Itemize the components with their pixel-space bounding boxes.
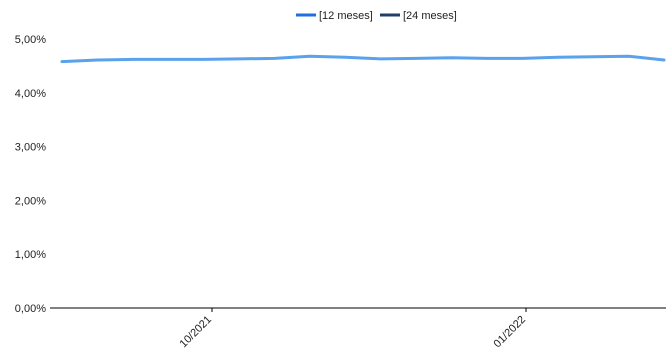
y-tick-label: 0,00% (15, 303, 46, 315)
y-tick-label: 2,00% (15, 195, 46, 207)
x-tick-label: 01/2022 (492, 314, 529, 351)
y-tick-label: 1,00% (15, 249, 46, 261)
chart-legend: [12 meses] [24 meses] (296, 10, 457, 22)
legend-label-12-meses: [12 meses] (319, 10, 373, 22)
y-tick-label: 5,00% (15, 34, 46, 46)
legend-label-24-meses: [24 meses] (403, 10, 457, 22)
y-tick-label: 3,00% (15, 142, 46, 154)
series-line-0 (60, 54, 666, 64)
series-layer (60, 54, 666, 64)
x-axis: 10/2021 01/2022 (50, 307, 666, 351)
y-axis: 0,00% 1,00% 2,00% 3,00% 4,00% 5,00% (15, 34, 46, 315)
y-tick-label: 4,00% (15, 88, 46, 100)
x-tick-label: 10/2021 (178, 314, 215, 351)
